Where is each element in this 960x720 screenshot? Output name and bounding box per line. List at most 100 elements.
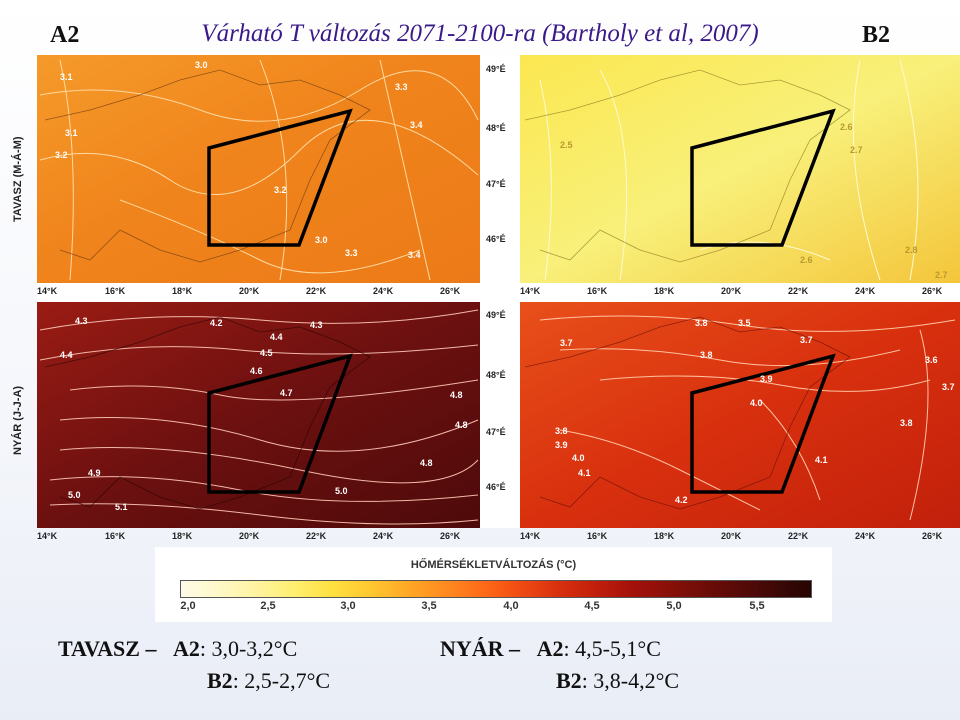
contour-label: 3.8	[900, 418, 913, 428]
contour-label: 3.4	[410, 120, 423, 130]
contour-label: 3.2	[55, 150, 68, 160]
contour-label: 4.2	[675, 495, 688, 505]
map-summer-a2	[37, 302, 480, 528]
legend-tick: 2,0	[180, 600, 196, 612]
lat-label: 49°É	[486, 64, 506, 74]
lon-label: 22°K	[788, 531, 809, 541]
contour-label: 2.6	[840, 122, 853, 132]
map-summer-b2	[520, 302, 960, 528]
lon-label: 16°K	[105, 531, 126, 541]
contour-label: 4.1	[578, 468, 591, 478]
lat-label: 47°É	[486, 179, 506, 189]
legend-tick: 4,0	[503, 600, 519, 612]
lon-label: 14°K	[520, 531, 541, 541]
row-label-spring: TAVASZ (M-Á-M)	[12, 136, 24, 222]
summary-spring-b2: B2: 2,5-2,7°C	[207, 668, 330, 694]
lon-label: 14°K	[37, 531, 58, 541]
legend-tick: 4,5	[584, 600, 600, 612]
lon-label: 16°K	[105, 286, 126, 296]
contour-label: 3.9	[555, 440, 568, 450]
lon-label: 24°K	[373, 286, 394, 296]
summary-summer-b2: B2: 3,8-4,2°C	[556, 668, 679, 694]
contour-label: 4.8	[420, 458, 433, 468]
legend-tick: 2,5	[260, 600, 276, 612]
lon-label: 14°K	[520, 286, 541, 296]
lon-label: 20°K	[239, 286, 260, 296]
summary-spring-a2: TAVASZ – A2: 3,0-3,2°C	[58, 636, 297, 662]
contour-label: 3.1	[60, 72, 73, 82]
contour-label: 4.3	[310, 320, 323, 330]
lon-label: 18°K	[654, 531, 675, 541]
contour-label: 4.5	[260, 348, 273, 358]
contour-label: 2.7	[850, 145, 863, 155]
legend-tick: 3,5	[421, 600, 437, 612]
lon-label: 16°K	[587, 286, 608, 296]
contour-label: 4.8	[450, 390, 463, 400]
contour-label: 3.3	[345, 248, 358, 258]
summary-key: A2	[172, 636, 200, 661]
legend-colorbar	[180, 580, 812, 598]
map-spring-b2	[520, 55, 960, 283]
contour-label: 3.7	[560, 338, 573, 348]
lon-label: 16°K	[587, 531, 608, 541]
legend-title: HŐMÉRSÉKLETVÁLTOZÁS (°C)	[410, 559, 577, 571]
contour-label: 2.5	[560, 140, 573, 150]
lon-label: 20°K	[721, 286, 742, 296]
lat-label: 48°É	[486, 370, 506, 380]
lon-label: 14°K	[37, 286, 58, 296]
contour-label: 4.0	[572, 453, 585, 463]
lon-label: 26°K	[922, 531, 943, 541]
contour-label: 5.0	[68, 490, 81, 500]
summary-value: : 3,0-3,2°C	[199, 636, 298, 661]
lat-label: 46°É	[486, 482, 506, 492]
contour-label: 3.7	[800, 335, 813, 345]
contour-label: 4.1	[815, 455, 828, 465]
color-legend: HŐMÉRSÉKLETVÁLTOZÁS (°C) 2,0 2,5 3,0 3,5…	[155, 547, 832, 622]
summary-summer-label: NYÁR –	[440, 636, 521, 661]
legend-tick: 5,0	[666, 600, 682, 612]
lon-label: 18°K	[172, 286, 193, 296]
contour-label: 3.8	[555, 426, 568, 436]
contour-label: 3.4	[408, 250, 421, 260]
lon-label: 22°K	[306, 531, 327, 541]
contour-label: 4.8	[455, 420, 468, 430]
scenario-label-b2: B2	[862, 22, 891, 48]
lat-label: 48°É	[486, 123, 506, 133]
summary-key: B2	[556, 668, 582, 693]
contour-label: 2.6	[800, 255, 813, 265]
lon-label: 24°K	[855, 531, 876, 541]
lon-label: 20°K	[721, 531, 742, 541]
legend-tick: 3,0	[340, 600, 356, 612]
lon-label: 26°K	[440, 286, 461, 296]
contour-label: 4.3	[75, 316, 88, 326]
lon-label: 24°K	[855, 286, 876, 296]
lon-label: 20°K	[239, 531, 260, 541]
contour-label: 3.1	[65, 128, 78, 138]
contour-label: 4.0	[750, 398, 763, 408]
contour-label: 3.8	[700, 350, 713, 360]
lon-label: 26°K	[922, 286, 943, 296]
lon-label: 18°K	[172, 531, 193, 541]
contour-label: 3.5	[738, 318, 751, 328]
contour-label: 2.7	[935, 270, 948, 280]
contour-label: 4.4	[60, 350, 73, 360]
summary-value: : 2,5-2,7°C	[232, 668, 331, 693]
lon-label: 22°K	[306, 286, 327, 296]
contour-label: 2.8	[905, 245, 918, 255]
lon-label: 18°K	[654, 286, 675, 296]
lat-label: 47°É	[486, 427, 506, 437]
contour-label: 4.9	[88, 468, 101, 478]
contour-label: 3.0	[195, 60, 208, 70]
lat-label: 49°É	[486, 310, 506, 320]
scenario-label-a2: A2	[50, 22, 80, 48]
contour-label: 3.0	[315, 235, 328, 245]
contour-label: 3.8	[695, 318, 708, 328]
legend-tick: 5,5	[749, 600, 765, 612]
lon-label: 26°K	[440, 531, 461, 541]
contour-label: 4.7	[280, 388, 293, 398]
contour-label: 5.1	[115, 502, 128, 512]
map-spring-a2	[37, 55, 480, 283]
summary-value: : 3,8-4,2°C	[581, 668, 680, 693]
summary-spring-label: TAVASZ –	[58, 636, 157, 661]
summary-key: B2	[207, 668, 233, 693]
